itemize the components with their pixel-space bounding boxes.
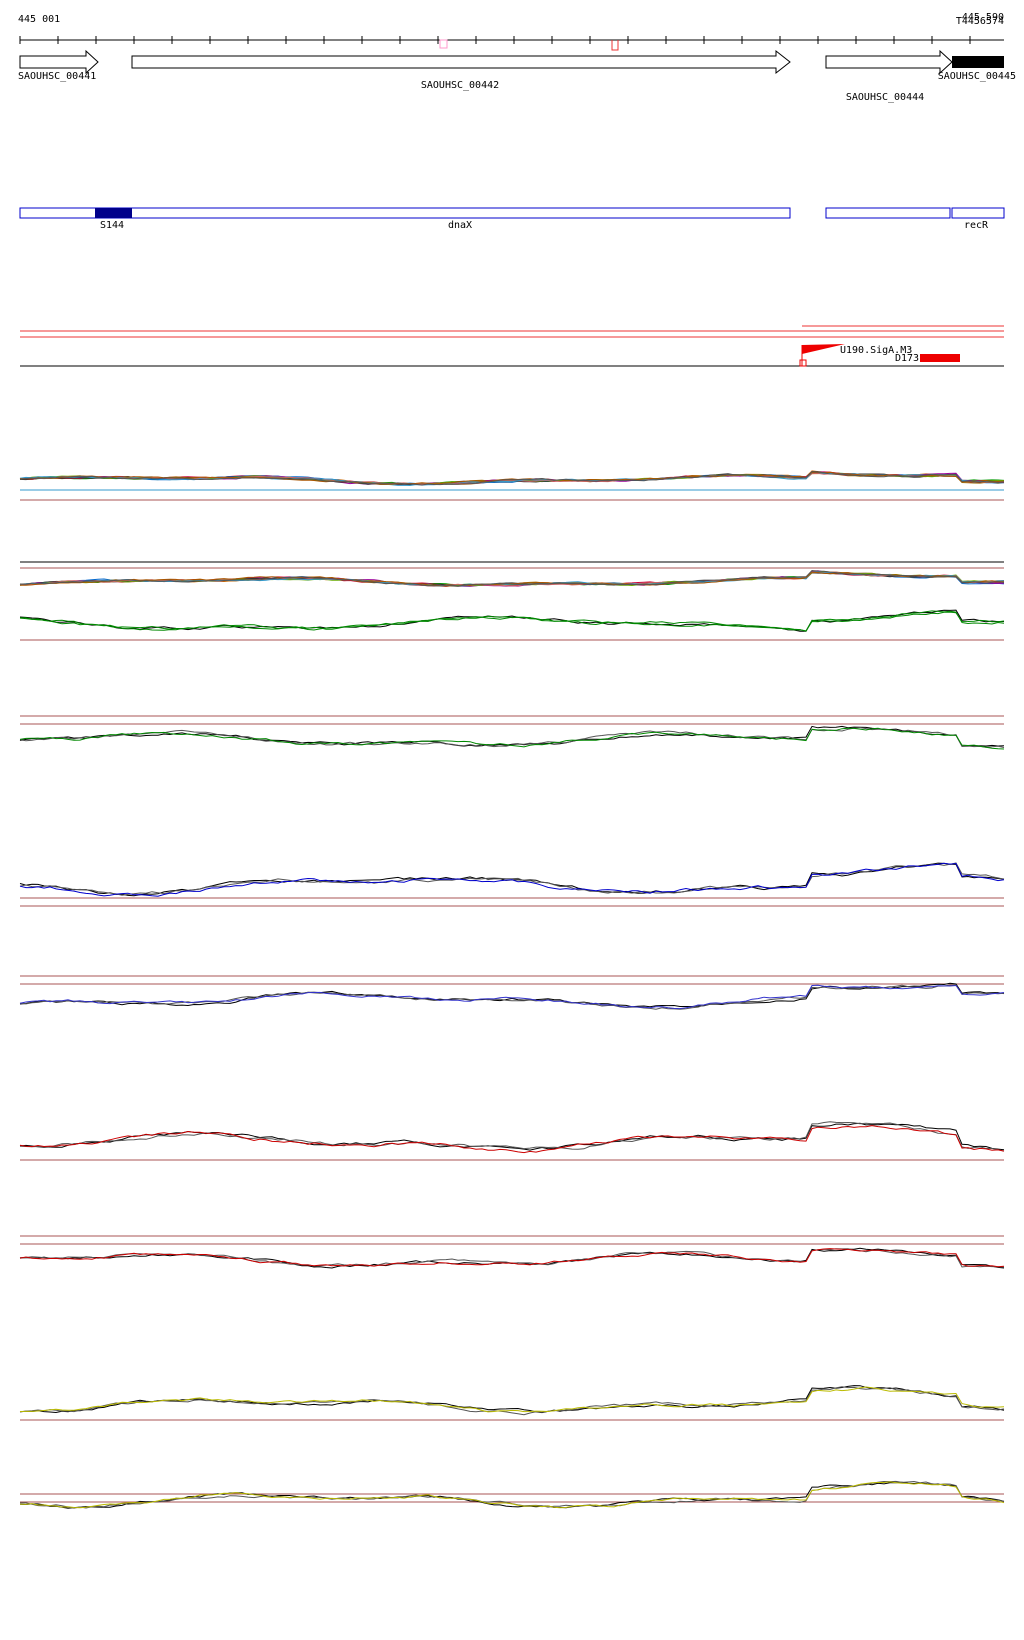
gene-arrow <box>825 49 953 75</box>
gene-label: SAOUHSC_00445 <box>938 71 1016 82</box>
marker <box>611 40 619 51</box>
gene-label: SAOUHSC_00441 <box>18 71 96 82</box>
feature-box <box>951 207 1005 219</box>
expression-line <box>19 1248 1005 1268</box>
gene-arrow <box>131 49 791 75</box>
feature-label: recR <box>964 220 989 231</box>
expression-line <box>19 610 1005 632</box>
regulator-block <box>920 354 960 362</box>
feature-box <box>825 207 951 219</box>
feature-label: dnaX <box>448 220 472 231</box>
gene-block <box>952 56 1004 68</box>
gene-arrow <box>19 49 99 75</box>
expression-line <box>19 1386 1005 1413</box>
regulator-flag <box>802 344 845 354</box>
marker <box>439 39 448 49</box>
ruler-tag: T4456574 <box>956 16 1004 27</box>
expression-line <box>19 611 1005 632</box>
expression-line <box>19 1248 1005 1268</box>
gene-label: SAOUHSC_00442 <box>421 80 499 91</box>
expression-line <box>19 471 1005 486</box>
feature-box <box>19 207 791 219</box>
expression-line <box>19 726 1005 748</box>
expression-line <box>19 862 1005 897</box>
expression-line <box>19 1125 1005 1154</box>
expression-line <box>19 1385 1005 1414</box>
expression-line <box>19 1247 1005 1269</box>
feature-box <box>95 208 132 218</box>
gene-label: SAOUHSC_00444 <box>846 92 924 103</box>
feature-label: S144 <box>100 220 124 231</box>
expression-tracks <box>19 470 1005 1509</box>
regulator-label: D173 <box>895 353 919 364</box>
ruler-end: 445 590 <box>962 12 1004 23</box>
expression-line <box>19 569 1005 587</box>
expression-line <box>19 1386 1005 1416</box>
expression-line <box>19 725 1005 747</box>
ruler-ticks <box>19 36 971 44</box>
expression-line <box>19 727 1005 750</box>
expression-line <box>19 862 1005 896</box>
ruler-start: 445 001 <box>18 14 60 25</box>
regulator-label: U190.SigA.M3 <box>840 345 912 356</box>
regulator-box <box>799 359 807 367</box>
expression-line <box>19 1481 1005 1509</box>
expression-line <box>19 984 1005 1010</box>
expression-line <box>19 1121 1005 1152</box>
